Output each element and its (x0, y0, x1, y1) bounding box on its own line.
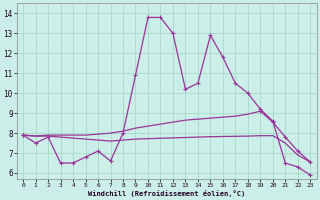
X-axis label: Windchill (Refroidissement éolien,°C): Windchill (Refroidissement éolien,°C) (88, 190, 245, 197)
